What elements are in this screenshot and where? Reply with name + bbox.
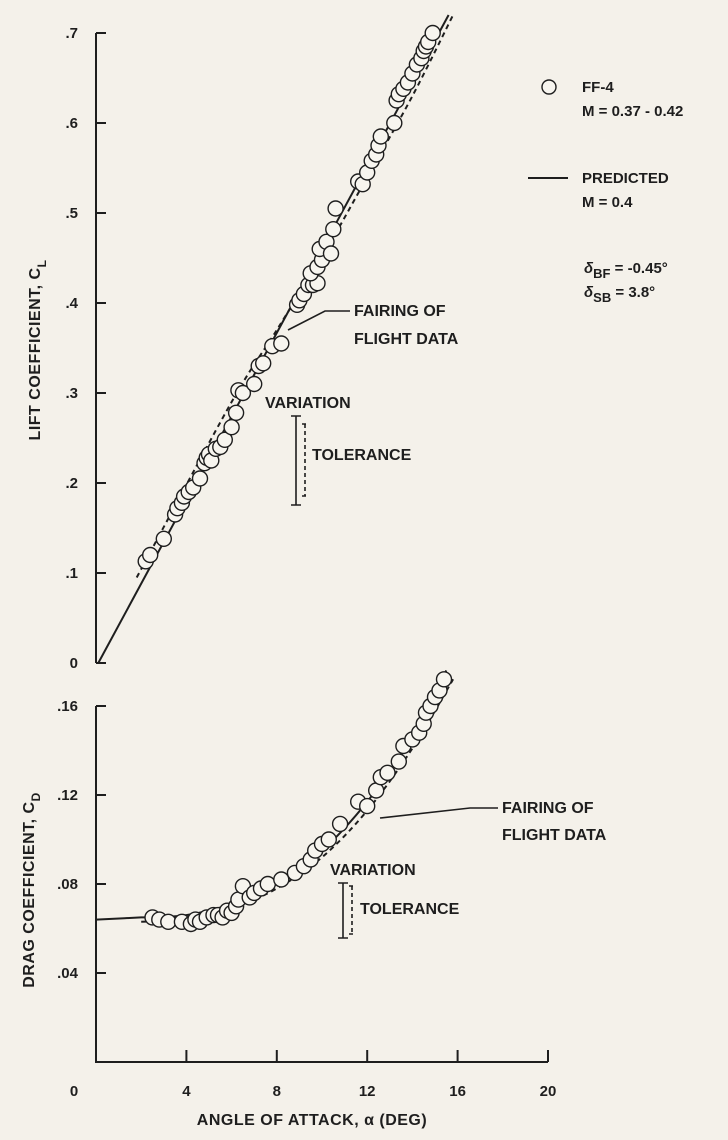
drag-y-tick-label-2: .12 [57, 787, 78, 804]
lift-fairing-label-2: FLIGHT DATA [354, 331, 459, 348]
drag-x-tick-label-4: 16 [449, 1083, 466, 1100]
lift-point-38 [325, 220, 342, 238]
lift-y-tick-label-6: .6 [65, 115, 78, 132]
legend-data-mach: M = 0.37 - 0.42 [582, 103, 683, 120]
drag-fairing-line [141, 678, 454, 923]
drag-variation-bar [338, 882, 348, 939]
drag-point-33 [390, 753, 407, 770]
lift-point-46 [372, 128, 389, 145]
drag-x-tick-label-2: 8 [273, 1083, 281, 1100]
lift-point-2 [155, 530, 173, 547]
drag-point-32 [379, 764, 396, 781]
drag-x-tick-label-1: 4 [182, 1083, 191, 1100]
drag-point-42 [435, 671, 453, 688]
lift-y-tick-label-1: .1 [65, 565, 78, 582]
drag-x-tick-label-0: 0 [70, 1083, 78, 1100]
drag-point-20 [273, 871, 290, 888]
lift-y-tick-label-5: .5 [65, 205, 78, 222]
lift-point-16 [216, 431, 234, 448]
drag-y-ticks: .04 .08 .12 .16 [57, 698, 106, 982]
drag-y-label: DRAG COEFFICIENT, CD [21, 792, 43, 988]
lift-y-tick-label-3: .3 [65, 385, 78, 402]
drag-x-tick-label-3: 12 [359, 1083, 376, 1100]
drag-point-2 [160, 913, 177, 930]
drag-fairing-label-1: FAIRING OF [502, 800, 594, 817]
drag-x-tick-label-5: 20 [540, 1083, 557, 1100]
lift-fairing-leader [287, 310, 350, 331]
lift-point-1 [141, 546, 159, 564]
lift-point-20 [234, 384, 252, 402]
legend-data-label: FF-4 [582, 79, 614, 96]
drag-y-tick-label-1: .08 [57, 876, 78, 893]
lift-tolerance-label: TOLERANCE [312, 447, 412, 464]
lift-panel: 0 .1 .2 .3 .4 .5 .6 .7 LIFT COEFFICIENT, CL FAI… [27, 14, 459, 672]
lift-y-ticks: 0 .1 .2 .3 .4 .5 .6 .7 [65, 25, 106, 672]
drag-y-tick-label-3: .16 [57, 698, 78, 715]
legend-predicted-mach: M = 0.4 [582, 194, 633, 211]
lift-fairing-label-1: FAIRING OF [354, 303, 446, 320]
lift-point-18 [227, 404, 245, 421]
drag-tolerance-label: TOLERANCE [360, 901, 460, 918]
legend-predicted-label: PREDICTED [582, 170, 669, 187]
drag-tolerance-bar [349, 885, 355, 935]
drag-point-26 [320, 831, 337, 848]
lift-point-9 [191, 470, 209, 487]
legend-delta-sb: δSB = 3.8° [584, 284, 655, 305]
lift-y-label: LIFT COEFFICIENT, CL [27, 260, 49, 441]
lift-point-47 [386, 114, 403, 132]
lift-y-tick-label-7: .7 [65, 25, 78, 42]
legend: FF-4 M = 0.37 - 0.42 PREDICTED M = 0.4 δ… [528, 79, 683, 305]
drag-point-19 [259, 875, 276, 893]
drag-point-27 [331, 815, 349, 833]
drag-fairing-leader [379, 807, 498, 819]
drag-variation-label: VARIATION [330, 862, 416, 879]
lift-point-21 [245, 375, 263, 393]
lift-point-23 [255, 355, 272, 372]
drag-fairing-label-2: FLIGHT DATA [502, 827, 607, 844]
lift-y-tick-label-2: .2 [65, 475, 78, 492]
drag-axes [95, 706, 548, 1063]
lift-point-37 [322, 245, 340, 262]
lift-y-tick-label-0: 0 [70, 655, 78, 672]
lift-point-25 [273, 335, 290, 352]
drag-x-ticks: 0 4 8 12 16 20 [70, 1050, 557, 1100]
lift-point-39 [327, 200, 344, 217]
lift-variation-bar [291, 415, 301, 506]
lift-variation-label: VARIATION [265, 395, 351, 412]
lift-point-58 [424, 24, 441, 42]
drag-data-points [144, 671, 453, 933]
drag-y-tick-label-0: .04 [57, 965, 79, 982]
lift-data-points [137, 24, 441, 570]
legend-data-marker [541, 79, 557, 95]
legend-delta-bf: δBF = -0.45° [584, 260, 668, 281]
drag-x-label: ANGLE OF ATTACK, α (DEG) [197, 1112, 427, 1129]
lift-y-tick-label-4: .4 [65, 295, 78, 312]
lift-point-17 [223, 419, 240, 436]
lift-tolerance-bar [302, 423, 308, 497]
drag-point-29 [359, 797, 376, 815]
drag-panel: .04 .08 .12 .16 0 4 8 12 16 20 DRAG COEFFICIENT,… [21, 669, 607, 1129]
